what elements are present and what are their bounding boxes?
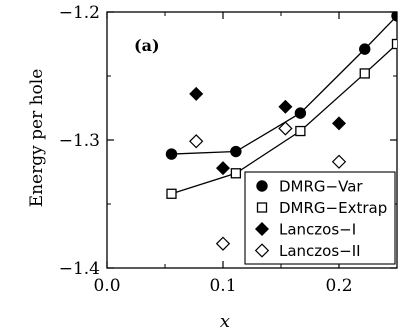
y-tick-label: −1.3 (59, 131, 100, 151)
panel-label: (a) (134, 36, 160, 55)
y-axis-label: Energy per hole (27, 69, 47, 208)
series-markers (165, 12, 397, 251)
data-point-lanczos-ii (189, 134, 204, 149)
legend-marker-lanczos-ii (254, 243, 270, 258)
data-point-dmrg-extrap (391, 38, 397, 50)
data-point-dmrg-extrap (295, 125, 306, 137)
series-line-dmrg-extrap (171, 43, 397, 195)
x-tick-label: 0.1 (209, 276, 236, 296)
x-axis-label: x (220, 311, 230, 332)
legend-marker-lanczos-i (254, 221, 270, 237)
legend-label-lanczos-i: Lanczos−I (279, 221, 356, 239)
data-point-dmrg-var (165, 148, 178, 160)
data-point-dmrg-extrap (359, 68, 370, 79)
legend-box (244, 171, 396, 265)
data-point-dmrg-extrap (166, 188, 177, 199)
legend-marker-dmrg-var (256, 180, 268, 192)
data-point-lanczos-i (331, 116, 347, 131)
legend-marker-dmrg-extrap (256, 202, 268, 213)
data-point-lanczos-i (278, 99, 293, 114)
legend-label-lanczos-ii: Lanczos−II (279, 242, 361, 260)
legend: DMRG−Var DMRG−Extrap Lanczos−I Lanczos−II (244, 171, 396, 265)
y-tick-label: −1.2 (59, 3, 100, 23)
data-point-lanczos-i (215, 161, 231, 176)
data-point-dmrg-var (359, 43, 371, 55)
x-tick-label: 0.0 (93, 276, 120, 296)
legend-label-dmrg-extrap: DMRG−Extrap (279, 199, 387, 217)
data-point-dmrg-var (230, 145, 242, 158)
data-point-dmrg-var (294, 107, 307, 119)
data-point-lanczos-i (189, 86, 204, 101)
x-tick-label: 0.2 (325, 276, 352, 296)
legend-label-dmrg-var: DMRG−Var (279, 178, 363, 196)
axes: 0.0 0.1 0.2 −1.2 −1.3 −1.4 (59, 3, 398, 296)
data-point-lanczos-ii (215, 236, 231, 251)
y-tick-label: −1.4 (59, 259, 100, 279)
data-point-lanczos-ii (278, 121, 293, 136)
data-point-dmrg-var (391, 12, 397, 22)
data-point-dmrg-extrap (230, 168, 242, 179)
data-point-lanczos-ii (331, 154, 347, 169)
